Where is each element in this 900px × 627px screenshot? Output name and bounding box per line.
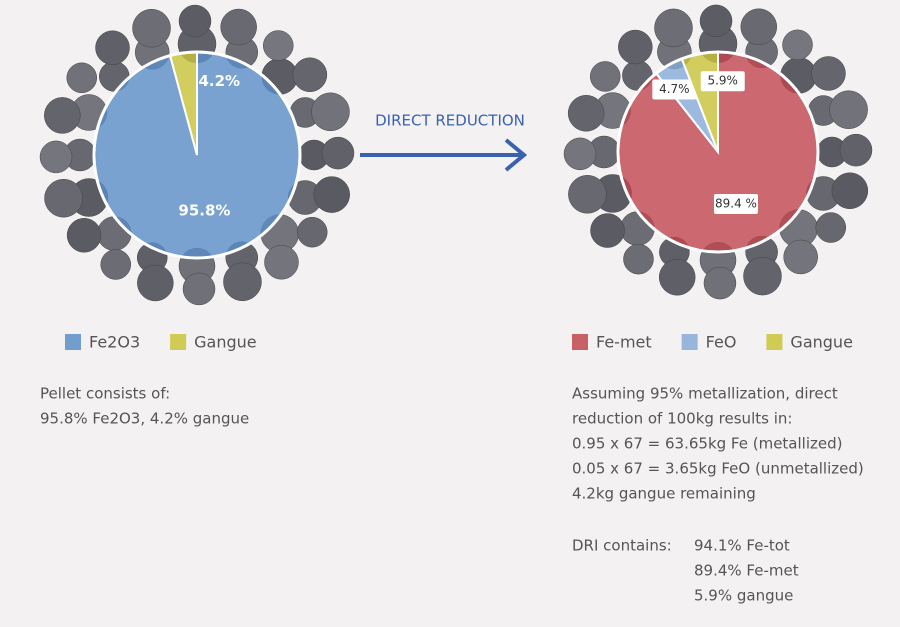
legend-label: FeO	[706, 333, 737, 352]
pellet	[321, 136, 355, 170]
pie-rim	[92, 50, 302, 260]
pellet	[703, 266, 737, 300]
legend-label: Fe-met	[596, 333, 652, 352]
pellet	[178, 4, 212, 38]
pellet	[563, 137, 597, 171]
pellet	[740, 8, 778, 46]
pellet	[815, 212, 847, 243]
dri-item: 89.4% Fe-met	[694, 562, 799, 580]
note-line: Assuming 95% metallization, direct	[572, 385, 838, 403]
note-line: 95.8% Fe2O3, 4.2% gangue	[40, 410, 249, 428]
value-label: 4.2%	[198, 72, 240, 90]
pellet	[623, 243, 654, 275]
pellet	[182, 272, 216, 306]
pellet	[567, 95, 605, 132]
pellet	[292, 57, 328, 92]
legend-label: Fe2O3	[89, 333, 140, 352]
arrow-head	[504, 138, 528, 172]
pellet	[66, 218, 102, 253]
note-line: 4.2kg gangue remaining	[572, 485, 756, 503]
value-label: 4.7%	[659, 82, 690, 96]
pellet	[658, 258, 696, 296]
arrow-label: DIRECT REDUCTION	[375, 112, 525, 130]
pellet	[831, 172, 869, 209]
value-label: 5.9%	[707, 74, 738, 88]
note-line: 0.95 x 67 = 63.65kg Fe (metallized)	[572, 435, 842, 453]
dri-item: 5.9% gangue	[694, 587, 793, 605]
value-label: 89.4 %	[715, 196, 757, 210]
pellet	[811, 56, 846, 91]
pellet	[137, 264, 174, 302]
value-label: 95.8%	[178, 202, 230, 220]
legend-swatch	[681, 334, 698, 350]
pellet	[132, 8, 171, 48]
dri-item: 94.1% Fe-tot	[694, 537, 790, 555]
pellet	[313, 176, 350, 213]
pellet	[618, 29, 653, 65]
pellet	[95, 30, 130, 66]
pellet	[782, 29, 813, 61]
pellet	[39, 140, 73, 174]
value-label-box	[700, 71, 745, 92]
legend-swatch	[766, 334, 783, 350]
legend-swatch	[170, 334, 187, 350]
note-line: reduction of 100kg results in:	[572, 410, 792, 428]
legend-swatch	[65, 334, 81, 350]
pellet	[589, 61, 621, 92]
pellet	[263, 30, 294, 61]
legend-label: Gangue	[194, 333, 256, 352]
pellet	[100, 249, 131, 280]
note-line: Pellet consists of:	[40, 385, 170, 403]
pellet	[223, 262, 262, 302]
pellet	[568, 175, 607, 214]
dri-label: DRI contains:	[572, 537, 672, 555]
note-line: 0.05 x 67 = 3.65kg FeO (unmetallized)	[572, 460, 864, 478]
legend-label: Gangue	[790, 333, 852, 352]
value-label-box	[713, 193, 758, 214]
pellet	[654, 8, 693, 48]
pie-rim	[616, 50, 820, 254]
pellet	[44, 178, 83, 218]
legend-swatch	[572, 334, 588, 350]
pellet	[264, 244, 299, 280]
pellet	[783, 239, 818, 275]
pellet	[220, 8, 257, 46]
pellet	[66, 62, 98, 94]
pellet	[44, 97, 81, 134]
pellet	[699, 4, 733, 38]
pellet	[590, 213, 625, 248]
pellet	[743, 256, 782, 296]
value-label-box	[652, 79, 697, 100]
pellet	[296, 216, 328, 248]
pellet	[311, 92, 350, 132]
pellet	[829, 90, 868, 129]
pellet	[839, 133, 873, 167]
